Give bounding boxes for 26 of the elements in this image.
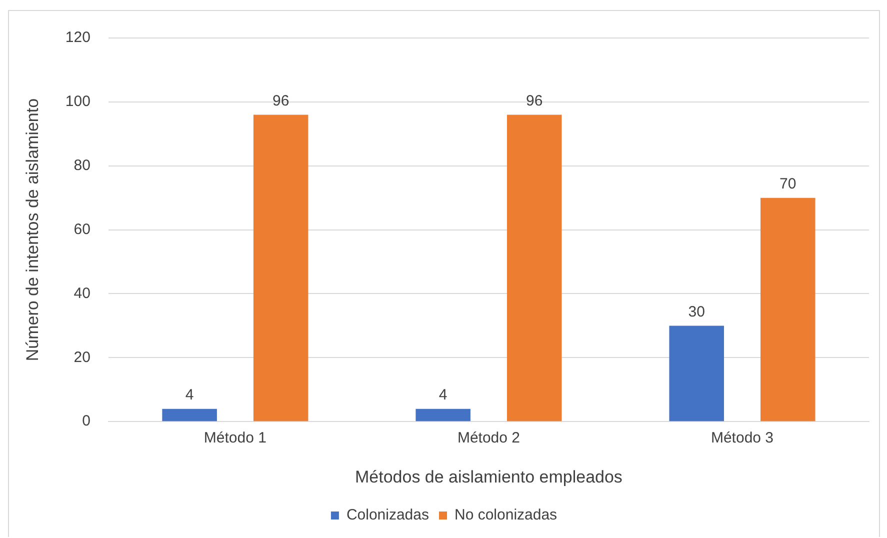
bar: [162, 408, 217, 422]
y-tick-label: 0: [82, 412, 90, 430]
bar: [760, 198, 816, 422]
data-label: 4: [185, 386, 194, 404]
data-label: 30: [688, 303, 705, 320]
legend-label: Colonizadas: [346, 506, 430, 524]
y-tick-label: 80: [74, 157, 90, 174]
data-label: 96: [526, 92, 543, 110]
bar: [253, 114, 308, 422]
y-axis-title: Número de intentos de aislamiento: [22, 98, 42, 362]
bar: [669, 326, 724, 422]
legend-label: No colonizadas: [454, 506, 558, 524]
x-axis-title: Métodos de aislamiento empleados: [354, 467, 622, 486]
data-label: 4: [438, 386, 448, 404]
y-tick-label: 40: [74, 284, 90, 302]
y-tick-label: 20: [74, 348, 90, 366]
x-tick-label: Método 3: [710, 430, 774, 447]
bar: [416, 408, 470, 422]
x-tick-label: Método 1: [204, 430, 266, 447]
data-label: 96: [272, 92, 290, 110]
data-label: 70: [780, 175, 796, 192]
x-tick-label: Método 2: [457, 430, 520, 447]
y-tick-label: 60: [74, 220, 90, 238]
bar: [506, 114, 562, 422]
y-tick-label: 100: [65, 93, 90, 110]
y-tick-label: 120: [65, 29, 90, 46]
